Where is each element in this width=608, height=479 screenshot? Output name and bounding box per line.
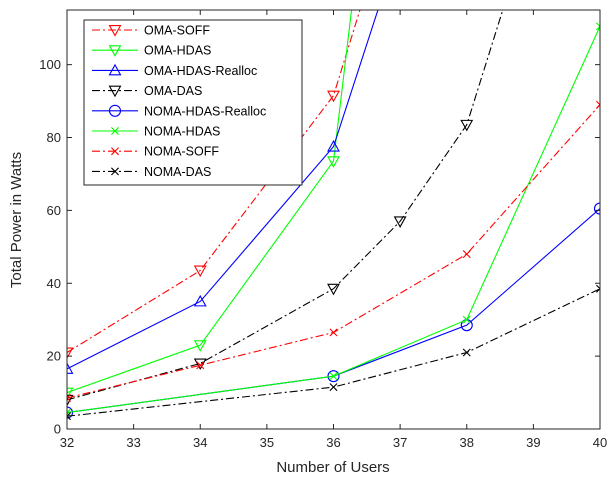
x-tick-label: 40 (593, 435, 607, 450)
legend-label: NOMA-DAS (144, 165, 211, 179)
x-tick-label: 35 (260, 435, 274, 450)
series-noma-hdas (67, 22, 600, 417)
series-oma-soff (67, 10, 361, 360)
data-point-oma-das (460, 119, 474, 132)
legend-item-noma-hdas-realloc: NOMA-HDAS-Realloc (92, 104, 266, 118)
y-tick-label: 80 (47, 130, 61, 145)
x-tick-label: 32 (60, 435, 74, 450)
legend-label: OMA-HDAS-Realloc (144, 64, 257, 78)
y-tick-label: 60 (47, 203, 61, 218)
legend-label: OMA-HDAS (144, 44, 211, 58)
series-layer (67, 10, 600, 421)
y-tick-label: 20 (47, 349, 61, 364)
series-noma-das (67, 284, 600, 421)
data-point-oma-hdas (327, 156, 340, 168)
x-axis-title: Number of Users (276, 459, 389, 476)
legend-item-oma-das: OMA-DAS (92, 84, 202, 98)
series-line-noma-das (67, 288, 600, 417)
legend-marker (108, 63, 122, 76)
data-point-oma-soff (327, 90, 340, 103)
legend: OMA-SOFF OMA-HDAS OMA-HDAS-Realloc OMA-DAS N… (83, 19, 303, 186)
data-point-noma-das (462, 348, 471, 357)
legend-marker (108, 85, 122, 98)
data-point-noma-hdas (596, 22, 600, 31)
data-point-noma-soff (462, 250, 471, 259)
legend-item-oma-hdas: OMA-HDAS (92, 44, 211, 58)
data-point-noma-hdas (67, 408, 71, 417)
legend-box (83, 19, 303, 186)
data-point-oma-hdas (193, 340, 207, 352)
data-point-oma-hdas-realloc (67, 362, 74, 374)
legend-item-oma-soff: OMA-SOFF (92, 24, 210, 38)
y-tick-label: 100 (39, 57, 61, 72)
legend-marker (111, 127, 119, 135)
data-point-noma-soff (67, 394, 71, 403)
legend-label: NOMA-HDAS-Realloc (144, 104, 266, 118)
data-point-noma-soff (596, 100, 600, 109)
series-line-oma-hdas (67, 10, 353, 394)
series-line-noma-hdas (67, 26, 600, 414)
data-point-noma-hdas-realloc (593, 202, 600, 215)
legend-marker (111, 167, 119, 176)
series-noma-soff (67, 100, 600, 403)
data-point-oma-das (327, 283, 340, 296)
legend-marker (111, 147, 119, 156)
data-point-noma-das (596, 284, 600, 293)
legend-item-oma-hdas-realloc: OMA-HDAS-Realloc (92, 63, 257, 78)
legend-label: OMA-DAS (144, 84, 202, 98)
legend-item-noma-das: NOMA-DAS (92, 165, 211, 179)
legend-item-noma-soff: NOMA-SOFF (92, 145, 219, 159)
data-point-oma-das (393, 216, 407, 228)
series-line-oma-hdas-realloc (67, 10, 379, 370)
legend-label: NOMA-HDAS (144, 125, 220, 139)
x-tick-label: 39 (526, 435, 540, 450)
x-tick-label: 36 (326, 435, 340, 450)
data-point-noma-hdas-realloc (67, 406, 74, 419)
data-point-oma-hdas-realloc (193, 294, 207, 307)
x-tick-label: 37 (393, 435, 407, 450)
data-point-noma-hdas (329, 372, 338, 381)
legend-marker (108, 25, 122, 37)
data-point-oma-hdas (67, 387, 74, 400)
data-point-noma-soff (329, 328, 338, 337)
series-line-oma-das (67, 10, 504, 401)
y-axis-title: Total Power in Watts (8, 152, 25, 288)
data-point-noma-hdas (462, 315, 471, 324)
legend-label: OMA-SOFF (144, 24, 210, 38)
legend-item-noma-hdas: NOMA-HDAS (92, 125, 220, 139)
legend-label: NOMA-SOFF (144, 145, 219, 159)
y-tick-label: 40 (47, 276, 61, 291)
data-point-oma-das (193, 358, 207, 371)
data-point-noma-soff (196, 361, 205, 370)
axis-layer: 32 33 34 35 36 37 38 39 40 0 20 40 60 80 100 (39, 10, 607, 450)
x-tick-label: 34 (193, 435, 207, 450)
data-point-oma-soff (193, 265, 207, 278)
series-oma-hdas-realloc (67, 10, 379, 374)
legend-marker (108, 45, 122, 57)
data-point-oma-soff (67, 347, 74, 360)
data-point-noma-hdas-realloc (327, 370, 340, 383)
data-point-noma-das (67, 412, 71, 421)
x-tick-label: 33 (126, 435, 140, 450)
y-tick-label: 0 (54, 422, 61, 437)
x-tick-label: 38 (460, 435, 474, 450)
series-oma-hdas (67, 10, 353, 400)
legend-marker (108, 104, 122, 117)
data-point-noma-das (329, 383, 338, 392)
data-point-oma-hdas-realloc (327, 139, 340, 152)
